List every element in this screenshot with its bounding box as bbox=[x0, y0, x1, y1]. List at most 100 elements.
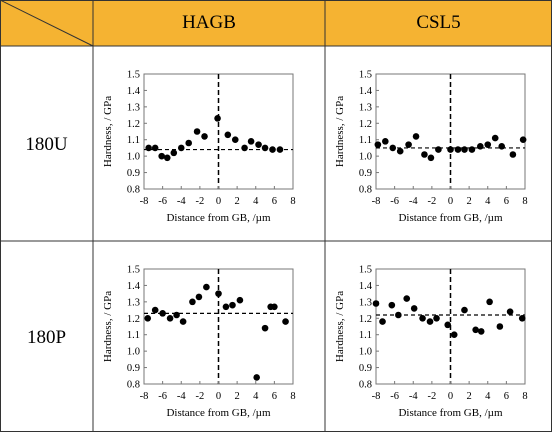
chart-hagb-180u: 0.8 0.9 1.0 1.1 1.2 1.3 1.4 1.5 -8 -6 -4 -2 0 2 4 6 8 Dis… bbox=[102, 70, 296, 225]
y-tick-label: 0.8 bbox=[359, 185, 372, 196]
x-tick-label: 6 bbox=[504, 391, 509, 402]
data-point bbox=[241, 144, 248, 152]
x-tick-label: 8 bbox=[522, 391, 527, 402]
y-tick-label: 1.2 bbox=[127, 119, 140, 130]
x-tick-label: -8 bbox=[140, 196, 149, 207]
y-tick-label: 1.2 bbox=[127, 314, 140, 325]
data-point bbox=[269, 146, 276, 153]
data-point bbox=[389, 144, 397, 152]
data-point bbox=[427, 154, 435, 162]
data-point bbox=[519, 136, 527, 144]
y-tick-label: 1.5 bbox=[127, 265, 140, 276]
y-tick-label: 1.3 bbox=[359, 102, 372, 113]
data-point bbox=[255, 141, 262, 148]
data-point bbox=[271, 303, 278, 311]
y-axis-label: Hardness, / GPa bbox=[334, 291, 346, 362]
data-point bbox=[193, 128, 201, 135]
y-tick-label: 1.1 bbox=[359, 135, 372, 146]
row-header-label: 180P bbox=[26, 327, 67, 348]
y-tick-label: 1.0 bbox=[127, 152, 140, 163]
data-point bbox=[276, 146, 284, 153]
y-axis-label: Hardness, / GPa bbox=[334, 96, 346, 167]
data-point bbox=[461, 306, 468, 314]
y-tick-label: 1.0 bbox=[127, 347, 140, 358]
y-tick-label: 1.5 bbox=[127, 70, 140, 81]
row-header-label: 180U bbox=[25, 134, 68, 155]
data-point bbox=[170, 149, 178, 157]
y-tick-label: 0.8 bbox=[127, 380, 140, 391]
corner-diagonal bbox=[0, 0, 94, 47]
data-point bbox=[247, 138, 255, 145]
x-tick-label: -6 bbox=[158, 196, 167, 207]
x-tick-label: 2 bbox=[467, 391, 472, 402]
data-point bbox=[509, 151, 517, 158]
data-point bbox=[444, 321, 452, 329]
x-tick-label: 0 bbox=[216, 196, 221, 207]
y-tick-label: 1.4 bbox=[359, 86, 373, 97]
data-point bbox=[253, 374, 260, 381]
data-point bbox=[412, 133, 420, 140]
x-axis-label: Distance from GB, /µm bbox=[398, 212, 503, 224]
data-point bbox=[214, 115, 221, 122]
data-point bbox=[203, 283, 210, 291]
data-point bbox=[177, 144, 185, 152]
x-tick-label: -4 bbox=[409, 391, 418, 402]
x-tick-label: -6 bbox=[390, 391, 399, 402]
data-point bbox=[145, 144, 152, 152]
data-point bbox=[435, 146, 442, 153]
y-tick-label: 1.5 bbox=[359, 70, 372, 81]
y-tick-label: 1.1 bbox=[127, 330, 140, 341]
column-header-label: CSL5 bbox=[416, 12, 461, 33]
data-point bbox=[419, 314, 426, 322]
x-tick-label: 2 bbox=[235, 196, 240, 207]
x-tick-label: -4 bbox=[409, 196, 418, 207]
x-axis-label: Distance from GB, /µm bbox=[166, 212, 271, 224]
data-point bbox=[496, 323, 504, 330]
x-axis-label: Distance from GB, /µm bbox=[166, 407, 271, 419]
data-point bbox=[195, 293, 203, 301]
y-tick-label: 1.5 bbox=[359, 265, 372, 276]
data-point bbox=[159, 310, 166, 317]
column-header-hagb: HAGB bbox=[93, 0, 325, 46]
data-point bbox=[282, 318, 289, 325]
chart-hagb-180p: 0.8 0.9 1.0 1.1 1.2 1.3 1.4 1.5 -8 -6 -4 -2 0 2 4 6 8 Dis… bbox=[102, 265, 296, 420]
y-tick-label: 1.3 bbox=[127, 297, 140, 308]
y-tick-label: 0.9 bbox=[359, 363, 372, 374]
data-point bbox=[454, 146, 462, 153]
data-point bbox=[461, 146, 468, 153]
x-tick-label: -2 bbox=[196, 196, 205, 207]
data-point bbox=[477, 142, 484, 150]
y-axis-label: Hardness, / GPa bbox=[102, 96, 114, 167]
x-tick-label: -2 bbox=[428, 391, 437, 402]
data-point bbox=[477, 328, 485, 335]
y-tick-label: 1.4 bbox=[359, 281, 373, 292]
row-header-180p: 180P bbox=[0, 241, 93, 432]
x-tick-label: 8 bbox=[290, 196, 295, 207]
data-point bbox=[468, 146, 476, 153]
data-point bbox=[185, 139, 192, 147]
data-point bbox=[189, 298, 196, 306]
chart-csl5-180u: 0.8 0.9 1.0 1.1 1.2 1.3 1.4 1.5 -8 -6 -4 -2 0 2 4 6 8 Dis… bbox=[334, 70, 528, 225]
y-tick-label: 1.1 bbox=[127, 135, 140, 146]
y-tick-label: 0.9 bbox=[127, 363, 140, 374]
data-point bbox=[261, 144, 269, 152]
data-point bbox=[518, 314, 526, 322]
data-point bbox=[224, 131, 232, 139]
data-point bbox=[379, 318, 386, 325]
x-tick-label: -8 bbox=[372, 391, 381, 402]
y-tick-label: 1.3 bbox=[127, 102, 140, 113]
data-point bbox=[484, 141, 492, 148]
x-tick-label: 4 bbox=[485, 196, 491, 207]
data-point bbox=[426, 318, 434, 325]
data-point bbox=[421, 151, 428, 158]
data-point bbox=[144, 314, 152, 322]
x-tick-label: 4 bbox=[253, 391, 259, 402]
y-tick-label: 1.1 bbox=[359, 330, 372, 341]
data-point bbox=[450, 331, 458, 339]
data-point bbox=[215, 290, 222, 297]
data-point bbox=[372, 300, 380, 307]
x-tick-label: 0 bbox=[448, 391, 453, 402]
x-tick-label: 0 bbox=[216, 391, 221, 402]
data-point bbox=[396, 147, 404, 155]
x-tick-label: -4 bbox=[177, 196, 186, 207]
